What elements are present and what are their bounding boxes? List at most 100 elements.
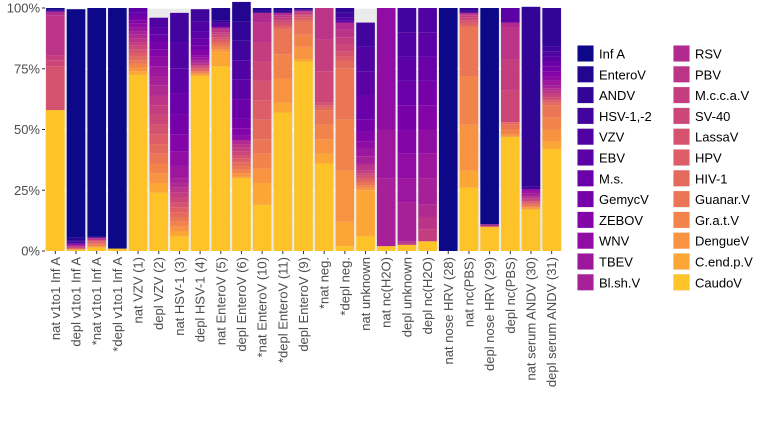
- bar-stack: [66, 9, 86, 251]
- bar-segment: [128, 67, 148, 72]
- bar-segment: [294, 59, 313, 62]
- bar-segment: [521, 191, 541, 194]
- legend-item: EBV: [577, 149, 625, 166]
- bar-segment: [459, 12, 479, 15]
- bar-segment: [232, 60, 251, 80]
- legend-label: HPV: [695, 151, 722, 166]
- bar-stack: [294, 8, 313, 252]
- bar-segment: [418, 241, 437, 251]
- legend-label: HIV-1: [695, 171, 728, 186]
- legend-swatch: [673, 87, 690, 104]
- bar-segment: [335, 44, 355, 52]
- bar-segment: [521, 186, 541, 190]
- bar-stack: [314, 8, 334, 251]
- bar-segment: [521, 206, 541, 208]
- bar-segment: [397, 129, 417, 154]
- bar-segment: [149, 42, 169, 50]
- bar-segment: [66, 248, 86, 250]
- legend-label: Guanar.V: [695, 192, 750, 207]
- bar-segment: [314, 163, 334, 251]
- legend-item: C.end.p.V: [673, 253, 753, 270]
- bar-segment: [356, 187, 375, 191]
- bar-segment: [273, 27, 293, 30]
- bar-segment: [521, 199, 541, 202]
- bar-segment: [418, 204, 437, 217]
- bar-segment: [542, 46, 561, 52]
- legend-label: VZV: [599, 130, 625, 145]
- bar-segment: [542, 100, 561, 103]
- legend-label: LassaV: [695, 130, 739, 145]
- bar-segment: [294, 20, 313, 23]
- bar-segment: [211, 27, 231, 30]
- bar-segment: [190, 62, 210, 64]
- x-tick-label: nat nose HRV (28): [441, 257, 456, 364]
- bar-segment: [190, 9, 210, 22]
- bar-segment: [542, 97, 561, 101]
- bar-segment: [356, 163, 375, 166]
- bar-segment: [149, 134, 169, 145]
- x-tick-label: nat nc(PBS): [461, 257, 476, 327]
- bar-segment: [170, 221, 189, 227]
- bar-segment: [170, 202, 189, 208]
- bar-stack: [87, 8, 107, 251]
- bar-segment: [128, 20, 148, 24]
- bar-segment: [232, 147, 251, 152]
- bar-segment: [128, 27, 148, 32]
- bar-segment: [459, 27, 479, 77]
- bar-segment: [190, 71, 210, 73]
- bar-segment: [356, 148, 375, 157]
- bar-segment: [149, 95, 169, 106]
- bar-segment: [542, 88, 561, 91]
- bar-segment: [170, 197, 189, 203]
- bar-segment: [170, 42, 189, 69]
- bar-segment: [149, 124, 169, 135]
- bar-segment: [190, 45, 210, 51]
- bar-segment: [335, 68, 355, 120]
- y-tick-label: 50%: [14, 122, 40, 137]
- bar-segment: [418, 8, 437, 33]
- bar-segment: [356, 46, 375, 72]
- bar-segment: [170, 236, 189, 251]
- bar-segment: [211, 46, 231, 50]
- legend-item: Guanar.V: [673, 190, 750, 208]
- bar-segment: [149, 17, 169, 28]
- legend-swatch: [577, 232, 594, 249]
- bar-segment: [211, 37, 231, 40]
- bar-segment: [335, 51, 355, 57]
- legend-item: HIV-1: [673, 169, 728, 187]
- legend-label: WNV: [599, 234, 630, 249]
- bar-segment: [128, 8, 148, 13]
- bar-segment: [459, 17, 479, 21]
- bar-segment: [211, 32, 231, 35]
- bar-segment: [46, 110, 65, 251]
- bar-segment: [232, 135, 251, 141]
- bar-segment: [480, 8, 499, 225]
- bar-segment: [294, 9, 313, 11]
- bar-segment: [87, 241, 107, 243]
- bar-stack: [376, 8, 396, 251]
- legend-label: EBV: [599, 151, 625, 166]
- bar-segment: [252, 10, 272, 13]
- x-tick-label: depl v1to1 Inf A: [69, 257, 84, 347]
- bar-segment: [273, 102, 293, 113]
- bar-segment: [397, 8, 417, 33]
- bar-segment: [521, 193, 541, 197]
- legend-swatch: [673, 66, 690, 83]
- legend-label: RSV: [695, 47, 722, 62]
- bar-segment: [252, 119, 272, 140]
- bar-segment: [376, 129, 396, 179]
- bar-segment: [211, 44, 231, 47]
- bar-segment: [459, 124, 479, 171]
- bar-segment: [397, 178, 417, 203]
- bar-segment: [356, 173, 375, 176]
- bar-segment: [170, 212, 189, 217]
- x-tick-label: depl nose HRV (29): [482, 257, 497, 371]
- bar-segment: [190, 57, 210, 61]
- bar-segment: [335, 37, 355, 45]
- bar-segment: [542, 80, 561, 86]
- bar-segment: [356, 156, 375, 164]
- legend-item: SV-40: [673, 107, 730, 125]
- bar-segment: [356, 119, 375, 132]
- bar-segment: [232, 173, 251, 177]
